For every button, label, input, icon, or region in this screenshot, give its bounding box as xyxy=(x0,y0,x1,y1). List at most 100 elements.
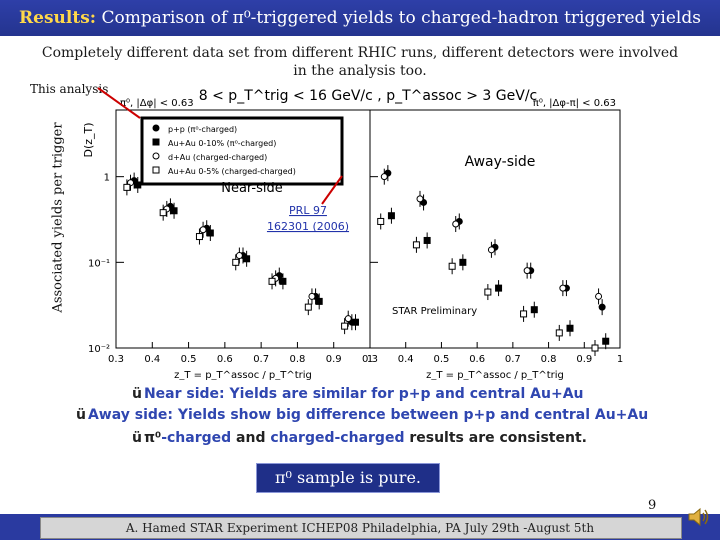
data-point xyxy=(232,258,240,266)
legend-entry: p+p (π⁰-charged) xyxy=(168,125,237,134)
pi-symbol: π⁰ xyxy=(143,430,162,446)
x-axis-label: z_T = p_T^assoc / p_T^trig xyxy=(174,370,312,380)
data-point xyxy=(235,252,243,260)
charged-charged-text: charged-charged xyxy=(270,430,405,446)
chart: 8 < p_T^trig < 16 GeV/c , p_T^assoc > 3 … xyxy=(82,87,623,380)
y-tick-label: 10⁻¹ xyxy=(88,258,110,269)
legend-marker xyxy=(152,152,160,160)
data-point xyxy=(448,262,456,270)
slide-title: Results: Comparison of π⁰-triggered yiel… xyxy=(0,8,720,28)
pi-sample-box: π⁰ sample is pure. xyxy=(256,463,440,493)
this-analysis-label: This analysis xyxy=(30,82,109,96)
data-point xyxy=(495,284,503,292)
x-tick-label: 0.9 xyxy=(576,354,592,365)
panel-frame xyxy=(369,109,621,349)
data-point xyxy=(530,306,538,314)
title-rest: Comparison of π⁰-triggered yields to cha… xyxy=(96,8,701,28)
y-tick-label: 10⁻² xyxy=(88,344,110,355)
rest-text: results are consistent. xyxy=(404,430,587,446)
cut-label: π⁰, |Δφ| < 0.63 xyxy=(120,98,194,109)
x-tick-label: 0.4 xyxy=(144,354,160,365)
x-tick-label: 0.3 xyxy=(108,354,124,365)
x-tick-label: 1 xyxy=(367,354,373,365)
chart-ylabel: D(z_T) xyxy=(82,122,95,157)
this-analysis-box xyxy=(140,116,344,186)
data-point xyxy=(279,277,287,285)
data-point xyxy=(412,241,420,249)
panel-name-away-side: Away-side xyxy=(465,154,536,170)
bullet-text: Near side: Yields are similar for p+p an… xyxy=(143,386,584,402)
data-point xyxy=(487,246,495,254)
data-point xyxy=(602,337,610,345)
data-point xyxy=(559,284,567,292)
prl-annotation-line2: 162301 (2006) xyxy=(267,220,349,233)
legend-marker xyxy=(152,124,160,132)
slide-subtitle: Completely different data set from diffe… xyxy=(41,45,679,79)
data-point xyxy=(452,220,460,228)
page-number: 9 xyxy=(648,498,657,513)
outer-ylabel: Associated yields per trigger xyxy=(50,122,66,313)
data-point xyxy=(555,329,563,337)
legend-entry: Au+Au 0-10% (π⁰-charged) xyxy=(168,139,276,148)
x-tick-label: 0.4 xyxy=(398,354,414,365)
legend-marker xyxy=(152,166,160,174)
x-tick-label: 0.6 xyxy=(469,354,485,365)
data-point xyxy=(304,303,312,311)
speaker-icon[interactable] xyxy=(686,504,712,530)
x-tick-label: 0.8 xyxy=(541,354,557,365)
x-tick-label: 0.5 xyxy=(433,354,449,365)
x-tick-label: 0.6 xyxy=(217,354,233,365)
title-highlight: Results: xyxy=(19,8,97,28)
data-point xyxy=(243,255,251,263)
data-point xyxy=(416,195,424,203)
y-tick-label: 1 xyxy=(104,173,110,184)
x-tick-label: 0.9 xyxy=(326,354,342,365)
data-point xyxy=(523,267,531,275)
bullet-text: Away side: Yields show big difference be… xyxy=(87,407,649,423)
x-tick-label: 0.7 xyxy=(253,354,269,365)
chart-title: 8 < p_T^trig < 16 GeV/c , p_T^assoc > 3 … xyxy=(199,88,537,104)
and-text: and xyxy=(231,430,271,446)
data-point xyxy=(134,181,142,189)
x-tick-label: 0.7 xyxy=(505,354,521,365)
data-point xyxy=(170,207,178,215)
bullet-near-side: ü Near side: Yields are similar for p+p a… xyxy=(132,386,584,402)
x-tick-label: 0.3 xyxy=(362,354,378,365)
check-icon: ü xyxy=(132,386,142,402)
data-point xyxy=(351,318,359,326)
data-point xyxy=(377,217,385,225)
data-point xyxy=(268,277,276,285)
data-point xyxy=(520,310,528,318)
x-axis-label: z_T = p_T^assoc / p_T^trig xyxy=(426,370,564,380)
callout-arrow xyxy=(97,87,141,119)
data-point xyxy=(380,173,388,181)
data-point xyxy=(423,236,431,244)
data-point xyxy=(598,303,606,311)
data-point xyxy=(195,233,203,241)
title-bar: Results: Comparison of π⁰-triggered yiel… xyxy=(0,0,720,36)
pi-charged-text: -charged xyxy=(161,430,232,446)
x-tick-label: 0.8 xyxy=(289,354,305,365)
cut-label: π⁰, |Δφ-π| < 0.63 xyxy=(533,98,616,109)
data-point xyxy=(315,297,323,305)
legend-entry: d+Au (charged-charged) xyxy=(168,153,267,162)
bullet-away-side: ü Away side: Yields show big difference b… xyxy=(76,407,648,423)
legend-marker xyxy=(152,138,160,146)
data-point xyxy=(199,226,207,234)
star-preliminary-label: STAR Preliminary xyxy=(392,306,477,317)
data-point xyxy=(484,288,492,296)
data-point xyxy=(387,212,395,220)
data-point xyxy=(206,229,214,237)
data-point xyxy=(123,183,131,191)
data-point xyxy=(566,324,574,332)
data-point xyxy=(159,209,167,217)
footer-text: A. Hamed STAR Experiment ICHEP08 Philade… xyxy=(125,521,595,535)
x-tick-label: 1 xyxy=(617,354,623,365)
bullet-consistent: ü π⁰-charged and charged-charged results … xyxy=(132,430,587,446)
check-icon: ü xyxy=(132,430,142,446)
data-point xyxy=(459,258,467,266)
prl-annotation-line1: PRL 97 xyxy=(289,204,327,217)
data-point xyxy=(591,344,599,352)
footer-box xyxy=(40,517,682,539)
data-point xyxy=(308,292,316,300)
